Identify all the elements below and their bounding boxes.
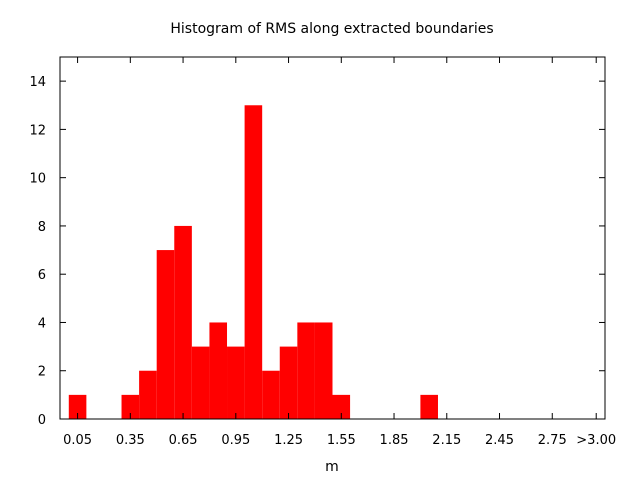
y-tick-label: 2 — [38, 365, 46, 380]
plot-frame — [59, 56, 606, 420]
x-tick-label: 2.15 — [432, 433, 461, 448]
y-tick-label: 0 — [38, 413, 46, 428]
x-tick-label: 1.85 — [380, 433, 409, 448]
x-tick-label: 0.65 — [169, 433, 198, 448]
x-axis-label: m — [325, 459, 339, 475]
x-tick-label: 0.95 — [221, 433, 250, 448]
y-tick-label: 14 — [29, 75, 46, 90]
histogram-bar — [191, 346, 210, 419]
histogram-bar — [139, 370, 157, 419]
x-tick-label: 1.25 — [274, 433, 303, 448]
x-tick-label: 0.35 — [116, 433, 145, 448]
chart-title: Histogram of RMS along extracted boundar… — [170, 21, 493, 37]
x-tick-label: >3.00 — [576, 433, 616, 448]
ticks-group: 0 2 4 6 8 10 12 14 0.05 0.35 0.65 0.95 1.25 1.55 1.85 2… — [29, 57, 616, 448]
histogram-bar — [227, 346, 245, 419]
histogram-bar — [332, 394, 351, 419]
histogram-bar — [279, 346, 298, 419]
histogram-bar — [297, 322, 315, 419]
histogram-bar — [420, 394, 438, 419]
y-tick-label: 4 — [38, 316, 46, 331]
histogram-bar — [262, 370, 280, 419]
y-tick-label: 6 — [38, 268, 46, 283]
x-tick-label: 1.55 — [327, 433, 356, 448]
y-tick-label: 10 — [29, 172, 46, 187]
histogram-bar — [68, 394, 87, 419]
y-tick-label: 12 — [29, 123, 46, 138]
histogram-bar — [174, 225, 192, 419]
y-tick-label: 8 — [38, 220, 46, 235]
histogram-bar — [156, 250, 175, 419]
x-tick-label: 2.45 — [485, 433, 514, 448]
bars-group — [68, 105, 438, 420]
x-tick-label: 2.75 — [538, 433, 567, 448]
x-tick-label: 0.05 — [63, 433, 92, 448]
histogram-bar — [209, 322, 228, 419]
histogram-bar — [244, 105, 263, 420]
histogram-bar — [121, 394, 140, 419]
histogram-bar — [314, 322, 333, 419]
